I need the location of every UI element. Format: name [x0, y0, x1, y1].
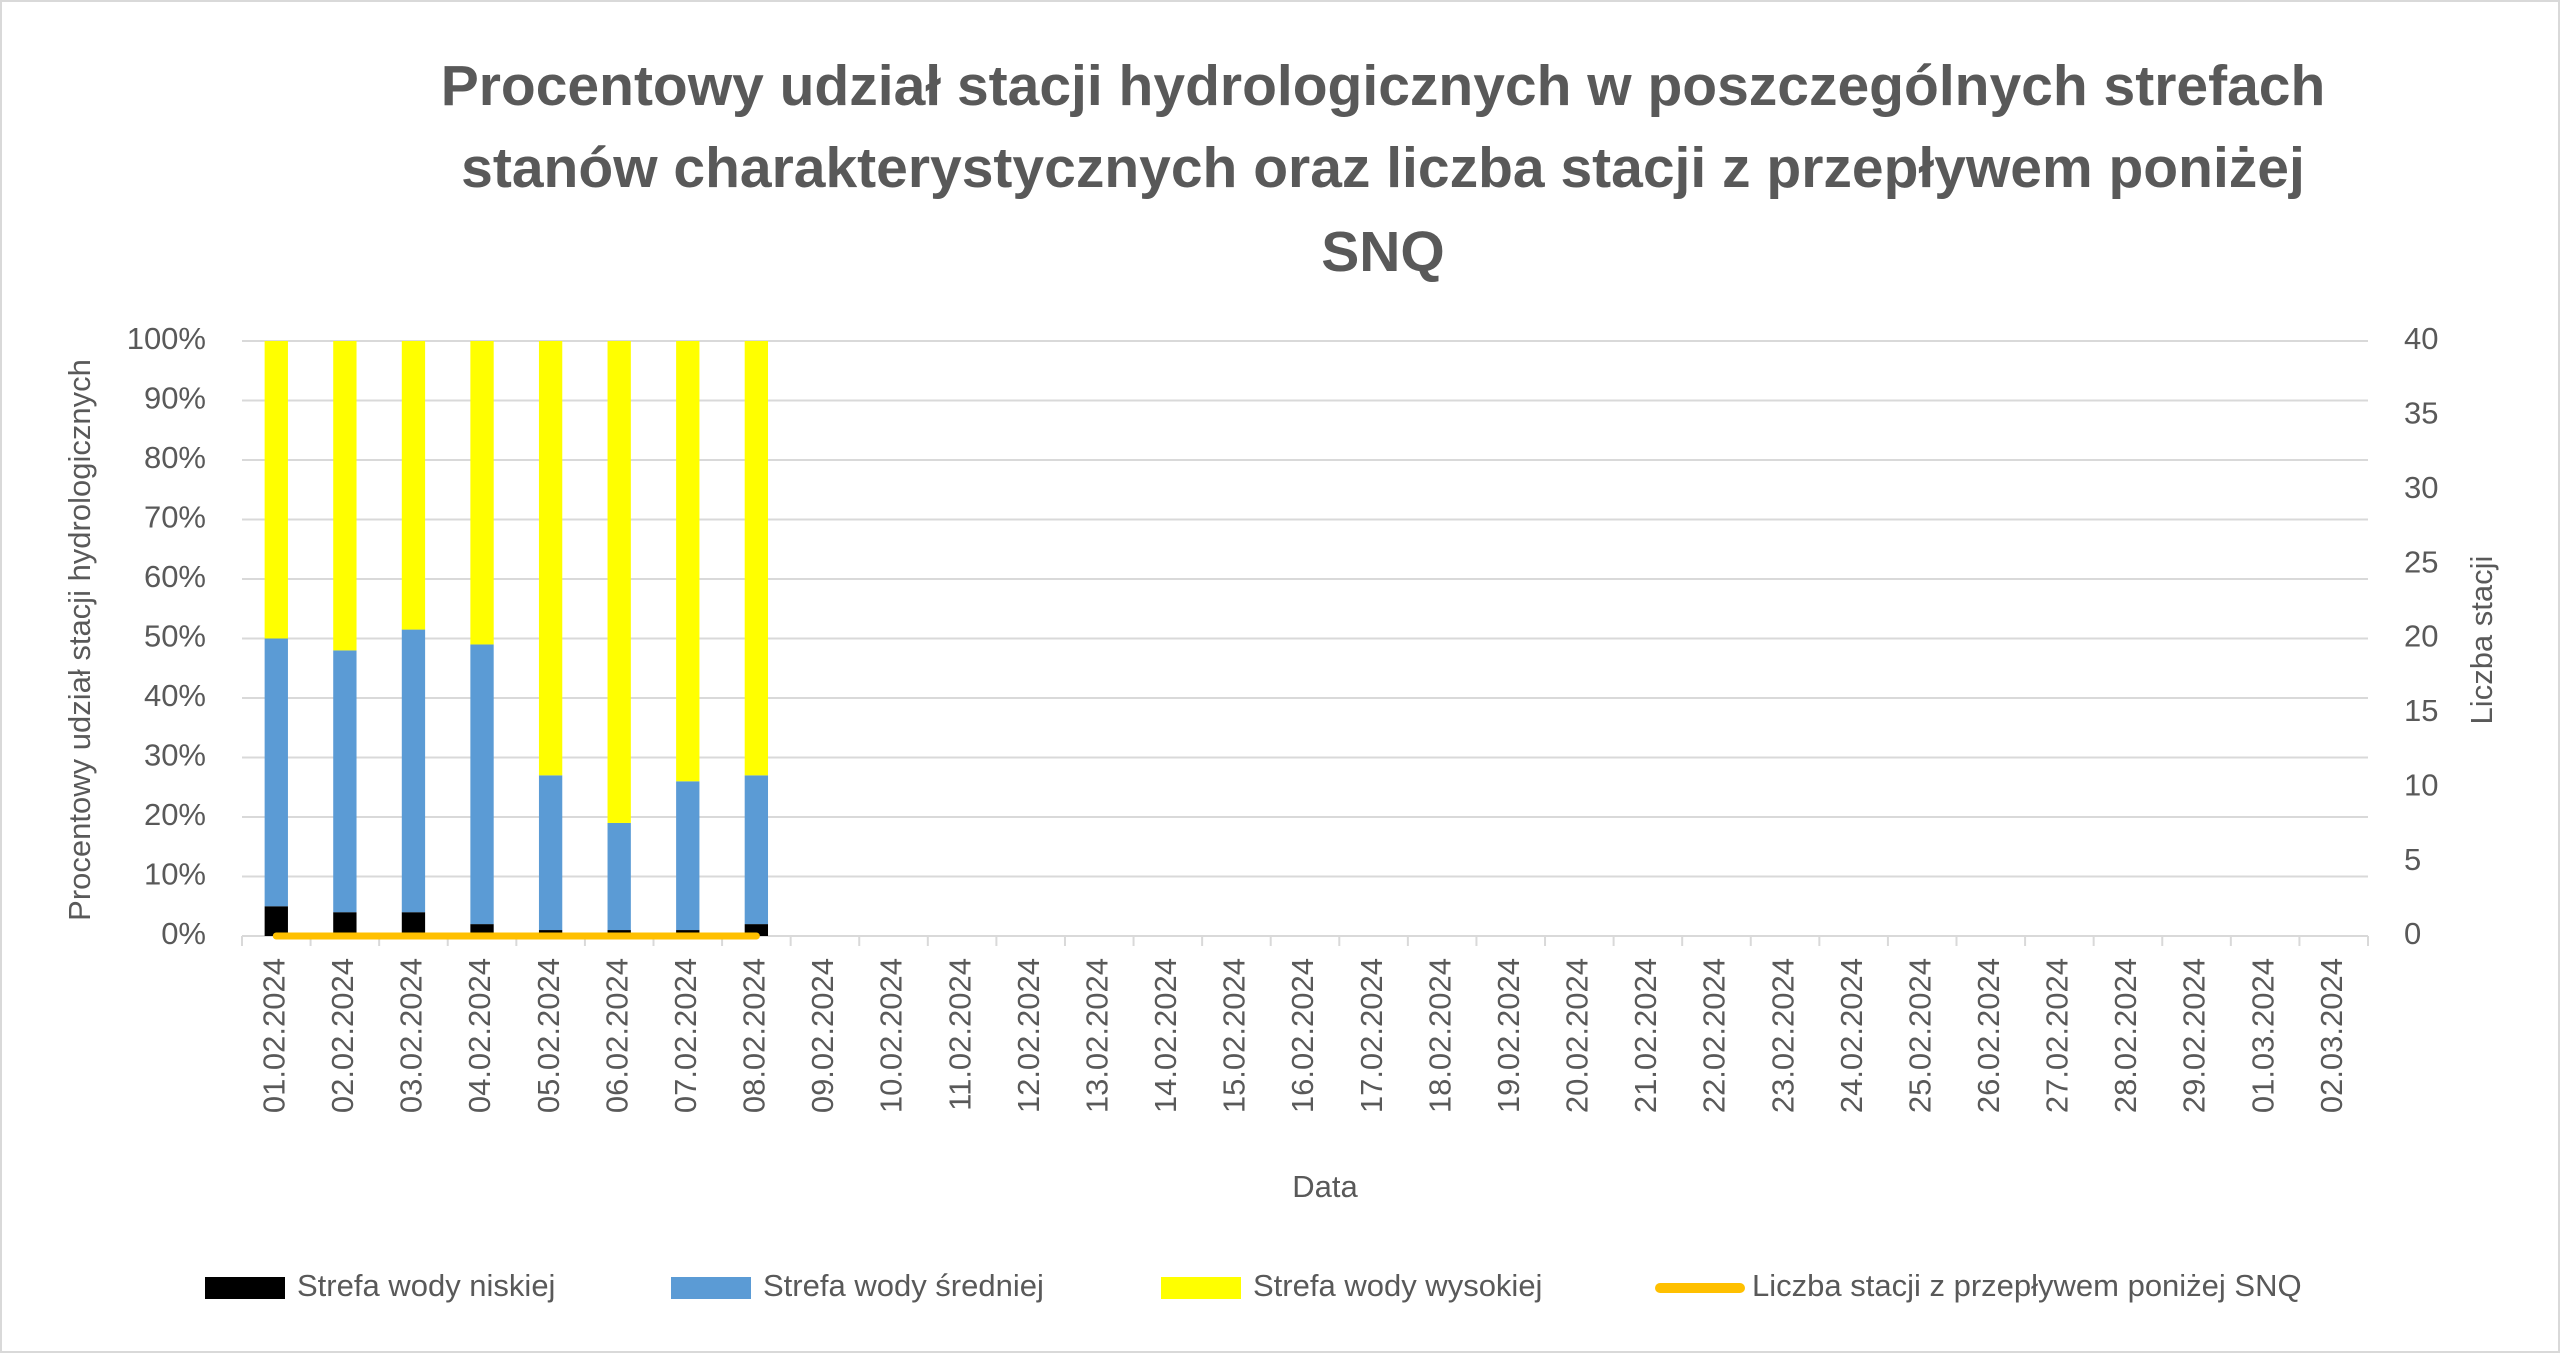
- y-tick-label: 80%: [144, 440, 206, 475]
- y-tick-label: 30%: [144, 738, 206, 773]
- y-tick-label: 70%: [144, 500, 206, 535]
- y2-tick-label: 35: [2404, 396, 2438, 431]
- x-tick-label: 23.02.2024: [1765, 958, 1800, 1113]
- x-tick-label: 22.02.2024: [1697, 958, 1732, 1113]
- x-tick-label: 13.02.2024: [1079, 958, 1114, 1113]
- x-tick-label: 29.02.2024: [2177, 958, 2212, 1113]
- bar-segment: [470, 644, 494, 925]
- x-tick-label: 26.02.2024: [1971, 958, 2006, 1113]
- bar-segment: [607, 341, 631, 823]
- chart-title: SNQ: [1321, 220, 1445, 284]
- bar-segment: [470, 924, 494, 936]
- y2-tick-label: 20: [2404, 619, 2438, 654]
- x-tick-label: 01.03.2024: [2245, 958, 2280, 1113]
- legend-label: Liczba stacji z przepływem poniżej SNQ: [1752, 1268, 2302, 1303]
- x-tick-label: 28.02.2024: [2108, 958, 2143, 1113]
- x-tick-label: 09.02.2024: [805, 958, 840, 1113]
- bar-segment: [264, 638, 288, 907]
- y2-tick-label: 25: [2404, 544, 2438, 579]
- x-tick-label: 06.02.2024: [599, 958, 634, 1113]
- y2-tick-label: 5: [2404, 842, 2421, 877]
- y2-tick-label: 0: [2404, 916, 2421, 951]
- x-tick-label: 21.02.2024: [1628, 958, 1663, 1113]
- x-tick-label: 02.03.2024: [2314, 958, 2349, 1113]
- y-tick-label: 100%: [127, 321, 206, 356]
- bar-segment: [607, 822, 631, 931]
- bar-segment: [264, 341, 288, 639]
- x-tick-label: 04.02.2024: [462, 958, 497, 1113]
- x-tick-label: 24.02.2024: [1834, 958, 1869, 1113]
- legend-label: Strefa wody wysokiej: [1253, 1268, 1542, 1303]
- x-tick-label: 17.02.2024: [1354, 958, 1389, 1113]
- y2-tick-label: 15: [2404, 693, 2438, 728]
- y-tick-label: 10%: [144, 857, 206, 892]
- legend-label: Strefa wody niskiej: [297, 1268, 555, 1303]
- y-tick-label: 60%: [144, 559, 206, 594]
- chart-title: Procentowy udział stacji hydrologicznych…: [441, 54, 2326, 118]
- x-tick-label: 02.02.2024: [325, 958, 360, 1113]
- bar-segment: [744, 341, 769, 776]
- x-axis-title: Data: [1292, 1169, 1358, 1204]
- bar-segment: [401, 912, 426, 936]
- bar-segment: [333, 341, 357, 651]
- x-tick-label: 12.02.2024: [1011, 958, 1046, 1113]
- y-tick-label: 20%: [144, 797, 206, 832]
- x-tick-label: 14.02.2024: [1148, 958, 1183, 1113]
- x-tick-label: 19.02.2024: [1491, 958, 1526, 1113]
- bar-segment: [538, 341, 563, 776]
- bar-segment: [744, 775, 769, 925]
- x-tick-label: 08.02.2024: [737, 958, 772, 1113]
- legend-label: Strefa wody średniej: [763, 1268, 1044, 1303]
- bar-segment: [744, 924, 769, 936]
- x-tick-label: 25.02.2024: [1902, 958, 1937, 1113]
- y-tick-label: 0%: [161, 916, 206, 951]
- bar-segment: [538, 775, 563, 931]
- x-tick-label: 16.02.2024: [1285, 958, 1320, 1113]
- x-tick-label: 11.02.2024: [942, 958, 977, 1111]
- bar-segment: [333, 912, 357, 936]
- bar-segment: [470, 341, 494, 645]
- x-tick-label: 27.02.2024: [2040, 958, 2075, 1113]
- bar-segment: [333, 650, 357, 913]
- y-axis-title: Procentowy udział stacji hydrologicznych: [62, 359, 97, 921]
- x-tick-label: 07.02.2024: [668, 958, 703, 1113]
- bar-segment: [401, 341, 426, 630]
- x-tick-label: 18.02.2024: [1422, 958, 1457, 1113]
- legend-swatch: [1161, 1277, 1241, 1299]
- y2-axis-title: Liczba stacji: [2464, 556, 2499, 725]
- legend-swatch: [205, 1277, 285, 1299]
- x-tick-label: 01.02.2024: [256, 958, 291, 1113]
- x-tick-label: 10.02.2024: [874, 958, 909, 1113]
- y-tick-label: 40%: [144, 678, 206, 713]
- y-tick-label: 90%: [144, 381, 206, 416]
- chart-title: stanów charakterystycznych oraz liczba s…: [461, 136, 2305, 200]
- bar-segment: [264, 906, 288, 936]
- legend-swatch: [671, 1277, 751, 1299]
- x-tick-label: 03.02.2024: [394, 958, 429, 1113]
- y2-tick-label: 40: [2404, 321, 2438, 356]
- bar-segment: [401, 629, 426, 913]
- x-tick-label: 05.02.2024: [531, 958, 566, 1113]
- y-tick-label: 50%: [144, 619, 206, 654]
- bar-segment: [676, 341, 700, 782]
- y2-tick-label: 30: [2404, 470, 2438, 505]
- x-tick-label: 15.02.2024: [1217, 958, 1252, 1113]
- bar-segment: [676, 781, 700, 931]
- y2-tick-label: 10: [2404, 767, 2438, 802]
- x-tick-label: 20.02.2024: [1560, 958, 1595, 1113]
